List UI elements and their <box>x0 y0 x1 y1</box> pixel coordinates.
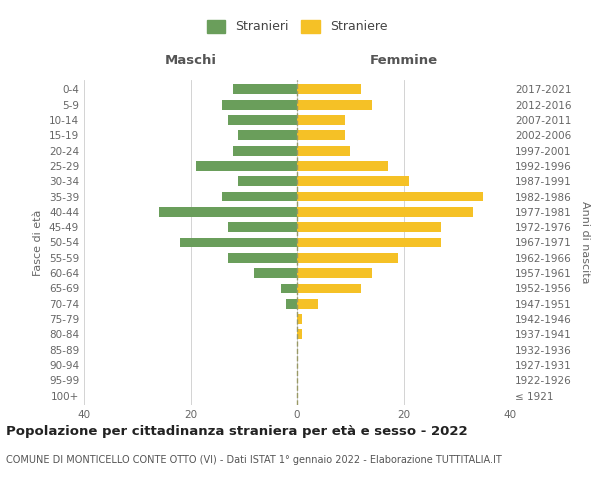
Y-axis label: Fasce di età: Fasce di età <box>34 210 43 276</box>
Bar <box>297 176 409 186</box>
Bar <box>297 299 319 309</box>
Bar <box>297 115 345 125</box>
Y-axis label: Anni di nascita: Anni di nascita <box>580 201 590 284</box>
Bar <box>158 207 297 217</box>
Bar <box>297 207 473 217</box>
Bar <box>228 222 297 232</box>
Bar <box>297 146 350 156</box>
Bar <box>281 284 297 294</box>
Bar <box>297 192 484 202</box>
Text: COMUNE DI MONTICELLO CONTE OTTO (VI) - Dati ISTAT 1° gennaio 2022 - Elaborazione: COMUNE DI MONTICELLO CONTE OTTO (VI) - D… <box>6 455 502 465</box>
Bar <box>286 299 297 309</box>
Bar <box>228 253 297 263</box>
Bar <box>297 84 361 94</box>
Bar <box>238 130 297 140</box>
Bar <box>238 176 297 186</box>
Text: Popolazione per cittadinanza straniera per età e sesso - 2022: Popolazione per cittadinanza straniera p… <box>6 425 467 438</box>
Bar <box>297 314 302 324</box>
Bar <box>297 238 441 248</box>
Bar <box>297 100 371 110</box>
Text: Femmine: Femmine <box>370 54 437 67</box>
Bar <box>297 253 398 263</box>
Bar <box>233 146 297 156</box>
Bar <box>223 192 297 202</box>
Bar <box>254 268 297 278</box>
Bar <box>180 238 297 248</box>
Bar <box>297 268 371 278</box>
Bar <box>297 330 302 340</box>
Bar <box>228 115 297 125</box>
Bar <box>196 161 297 171</box>
Bar <box>297 130 345 140</box>
Bar <box>297 222 441 232</box>
Legend: Stranieri, Straniere: Stranieri, Straniere <box>202 14 392 38</box>
Bar <box>223 100 297 110</box>
Bar <box>233 84 297 94</box>
Text: Maschi: Maschi <box>164 54 217 67</box>
Bar <box>297 284 361 294</box>
Bar <box>297 161 388 171</box>
